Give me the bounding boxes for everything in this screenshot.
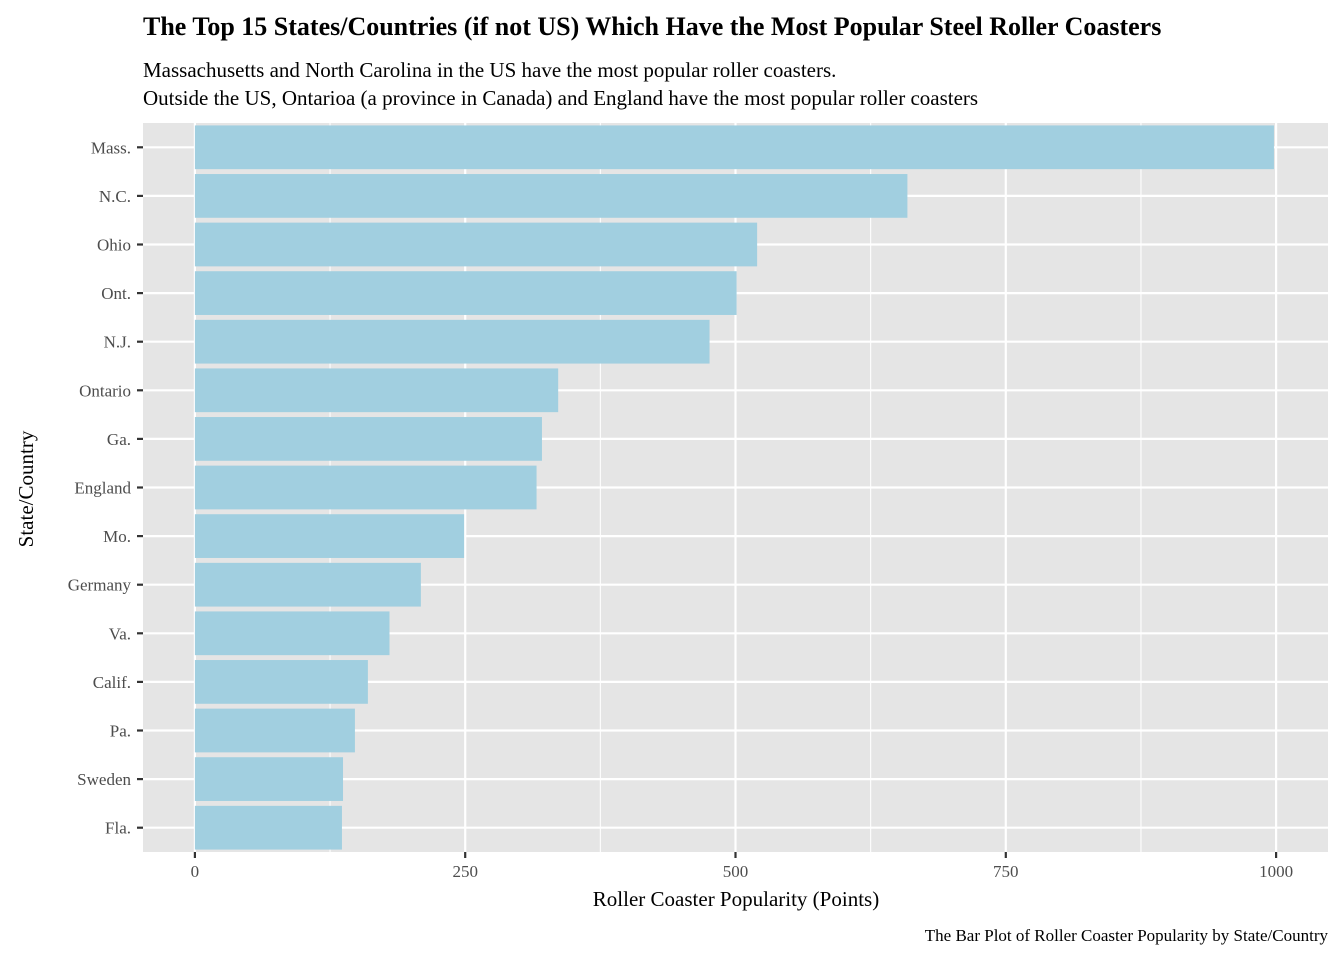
bar [194,417,542,461]
bar [194,514,465,558]
x-tick-label: 1000 [1259,862,1293,881]
bar [194,465,537,510]
x-tick-label: 0 [191,862,200,881]
y-tick-label: Pa. [110,722,131,741]
bar [194,805,342,850]
bar [194,174,908,218]
y-axis-title: State/Country [14,430,38,547]
y-tick-label: Ontario [79,381,131,400]
y-tick-label: Germany [68,576,132,595]
y-tick-label: N.J. [104,333,131,352]
y-tick-label: Va. [109,624,131,643]
bar [194,125,1274,170]
axes: Mass. N.C. Ohio Ont. N.J. Ontario Ga. England Mo… [68,138,1293,881]
y-tick-label: Ohio [97,236,131,255]
bar [194,271,737,315]
y-tick-label: Ont. [101,284,131,303]
x-tick-label: 250 [452,862,478,881]
x-tick-label: 500 [723,862,749,881]
bar [194,222,758,267]
bars [194,125,1274,850]
y-tick-label: Calif. [93,673,131,692]
y-tick-label: Mass. [91,138,131,157]
x-tick-label: 750 [993,862,1019,881]
y-tick-label: Mo. [103,527,131,546]
chart-subtitle-line-1: Massachusetts and North Carolina in the … [143,58,836,82]
y-tick-label: Sweden [77,770,131,789]
chart-title: The Top 15 States/Countries (if not US) … [143,12,1161,41]
chart-subtitle-line-2: Outside the US, Ontarioa (a province in … [143,86,978,110]
y-tick-label: Ga. [107,430,131,449]
bar [194,319,710,364]
bar [194,562,421,607]
chart-caption: The Bar Plot of Roller Coaster Popularit… [925,926,1329,945]
bar [194,757,344,801]
y-tick-label: England [74,479,131,498]
bar [194,708,355,753]
bar [194,611,390,656]
y-tick-label: Fla. [105,819,131,838]
x-axis-title: Roller Coaster Popularity (Points) [593,887,879,911]
y-tick-label: N.C. [99,187,131,206]
bar [194,368,559,413]
bar [194,660,368,704]
